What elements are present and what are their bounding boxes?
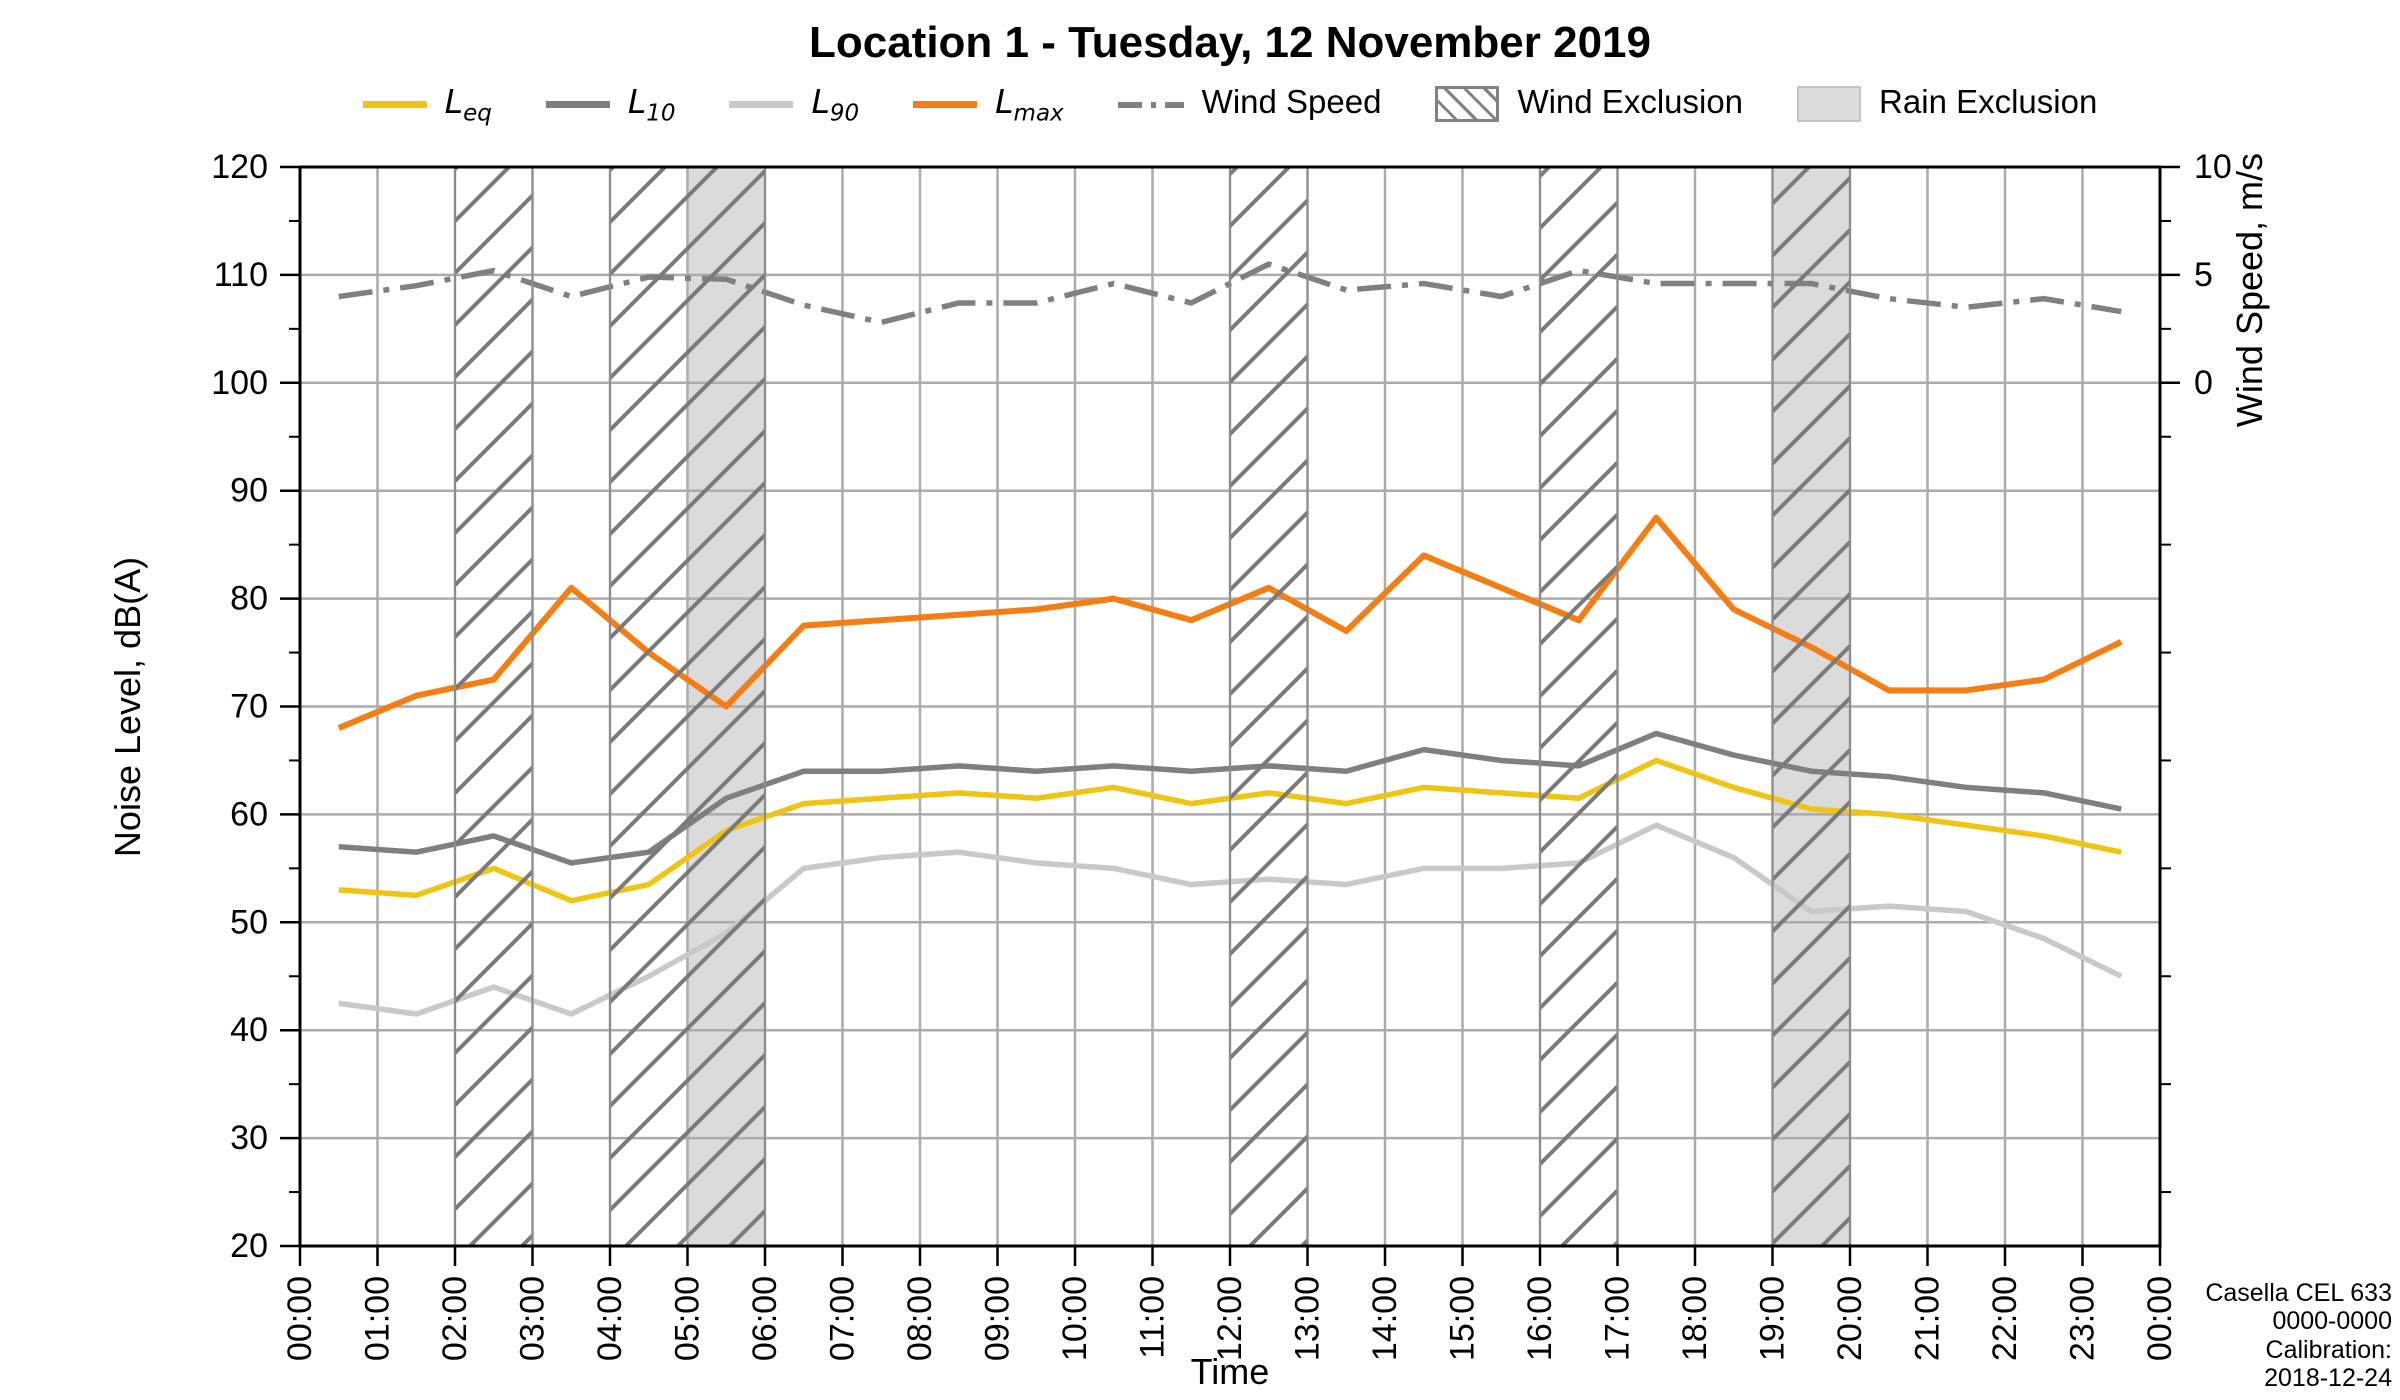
x-tick-label: 01:00	[359, 1276, 397, 1361]
legend-item-lmax: Lmax	[913, 82, 1064, 127]
y-left-tick-label: 50	[230, 903, 268, 941]
x-tick-label: 07:00	[824, 1276, 862, 1361]
wind-exclusion-zone	[454, 166, 534, 1247]
x-axis-label: Time	[1191, 1351, 1270, 1392]
y-left-tick-label: 80	[230, 580, 268, 618]
legend-label-wind-exclusion: Wind Exclusion	[1517, 82, 1744, 120]
device-model: Casella CEL 633	[2205, 1279, 2392, 1307]
legend-label-rain-exclusion: Rain Exclusion	[1879, 82, 2098, 120]
x-tick-label: 22:00	[1986, 1276, 2024, 1361]
x-tick-label: 17:00	[1599, 1276, 1637, 1361]
y-left-tick-label: 100	[211, 364, 268, 402]
l90-line-swatch	[729, 100, 794, 108]
x-tick-label: 04:00	[591, 1276, 629, 1361]
legend-label-l10: L10	[627, 82, 676, 127]
wind-exclusion-zone	[609, 166, 766, 1247]
y-left-tick-label: 40	[230, 1011, 268, 1049]
x-tick-label: 16:00	[1521, 1276, 1559, 1361]
wind-exclusion-zone	[1771, 166, 1851, 1247]
legend-item-wind-exclusion: Wind Exclusion	[1435, 83, 1743, 127]
legend-item-leq: Leq	[362, 82, 492, 127]
legend-label-wind-speed: Wind Speed	[1201, 82, 1382, 120]
x-tick-label: 12:00	[1211, 1276, 1249, 1361]
x-tick-label: 14:00	[1366, 1276, 1404, 1361]
x-tick-label: 21:00	[1909, 1276, 1947, 1361]
y-right-tick-label: 0	[2194, 364, 2213, 402]
legend-label-lmax: Lmax	[995, 82, 1064, 127]
x-tick-label: 11:00	[1134, 1276, 1172, 1359]
x-tick-label: 05:00	[669, 1276, 707, 1361]
legend-item-rain-exclusion: Rain Exclusion	[1797, 83, 2097, 127]
x-tick-label: 06:00	[746, 1276, 784, 1361]
chart-title: Location 1 - Tuesday, 12 November 2019	[808, 18, 1651, 67]
y-left-tick-label: 60	[230, 795, 268, 833]
y-left-tick-label: 20	[230, 1227, 268, 1265]
y-left-tick-label: 90	[230, 472, 268, 510]
x-tick-label: 18:00	[1676, 1276, 1714, 1361]
device-serial: 0000-0000	[2272, 1307, 2392, 1336]
x-tick-label: 02:00	[436, 1276, 474, 1361]
calibration-date: 2018-12-24	[2264, 1363, 2392, 1392]
y-axis-label-right: Wind Speed, m/s	[2229, 153, 2270, 427]
x-tick-label: 23:00	[2064, 1276, 2102, 1361]
l10-line-swatch	[545, 100, 610, 108]
x-tick-label: 15:00	[1444, 1276, 1482, 1361]
x-tick-label: 09:00	[979, 1276, 1017, 1361]
y-left-tick-label: 30	[230, 1119, 268, 1157]
x-tick-label: 08:00	[901, 1276, 939, 1361]
y-axis-label-left: Noise Level, dB(A)	[107, 557, 148, 857]
y-right-tick-label: 5	[2194, 256, 2213, 294]
wind-exclusion-zone	[1229, 166, 1309, 1247]
y-left-tick-label: 120	[211, 148, 268, 186]
wind-exclusion-hatch-swatch	[1435, 86, 1500, 123]
legend-label-leq: Leq	[444, 82, 492, 127]
legend-item-l10: L10	[545, 82, 676, 127]
legend-label-l90: L90	[811, 82, 860, 127]
x-tick-label: 03:00	[514, 1276, 552, 1361]
wind-speed-line-swatch	[1117, 99, 1184, 109]
device-info: Casella CEL 633 0000-0000 Calibration: 2…	[2205, 1279, 2392, 1392]
y-left-tick-label: 110	[214, 256, 268, 294]
leq-line-swatch	[362, 100, 427, 108]
x-tick-label: 00:00	[2141, 1276, 2179, 1361]
x-tick-label: 00:00	[281, 1276, 319, 1361]
wind-exclusion-zone	[1539, 166, 1619, 1247]
x-tick-label: 19:00	[1754, 1276, 1792, 1361]
legend-item-wind-speed: Wind Speed	[1117, 82, 1382, 127]
rain-exclusion-fill-swatch	[1797, 86, 1862, 123]
calibration-label: Calibration:	[2265, 1335, 2392, 1364]
y-left-tick-label: 70	[230, 688, 268, 726]
x-tick-label: 13:00	[1289, 1276, 1327, 1361]
x-tick-label: 10:00	[1056, 1276, 1094, 1361]
x-tick-label: 20:00	[1831, 1276, 1869, 1361]
legend-item-l90: L90	[729, 82, 859, 127]
legend: Leq L10 L90 Lmax Wind Speed Wind Exclusi…	[300, 82, 2160, 127]
lmax-line-swatch	[913, 100, 978, 108]
y-right-tick-label: 10	[2194, 148, 2232, 186]
